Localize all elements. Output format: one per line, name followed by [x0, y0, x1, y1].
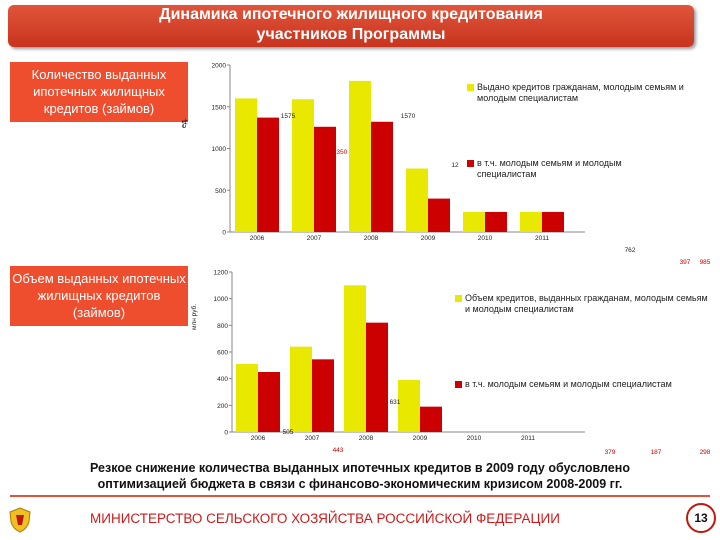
chart1-ylabel: ед. [181, 118, 188, 128]
chart1-legend-all: Выдано кредитов гражданам, молодым семья… [467, 82, 717, 104]
x-tick-label: 2009 [413, 435, 428, 442]
footer-divider [10, 495, 710, 497]
footer: МИНИСТЕРСТВО СЕЛЬСКОГО ХОЗЯЙСТВА РОССИЙС… [0, 493, 720, 540]
x-tick-label: 2008 [359, 435, 374, 442]
x-tick-label: 2010 [467, 435, 482, 442]
y-tick-label: 500 [215, 188, 226, 195]
chart2-ylabel: млн руб. [190, 304, 198, 330]
data-annotation: 12 [451, 162, 459, 169]
chart2-legend-young-text: в т.ч. молодым семьям и молодым специали… [465, 379, 672, 389]
bar-all-2009 [406, 168, 428, 232]
bar-all-2008 [349, 80, 371, 233]
bar-young-2008 [371, 121, 393, 232]
bar-all-2011 [520, 211, 542, 232]
bar-young-2007 [312, 359, 334, 432]
chart1-legend-all-text: Выдано кредитов гражданам, молодым семья… [477, 82, 684, 103]
y-tick-label: 400 [217, 376, 228, 383]
count-label-box: Количество выданных ипотечных жилищных к… [10, 62, 188, 122]
x-tick-label: 2006 [250, 235, 265, 242]
data-annotation: 443 [333, 447, 344, 454]
conclusion-line-1: Резкое снижение количества выданных ипот… [90, 461, 630, 475]
data-annotation: 379 [605, 449, 616, 456]
x-tick-label: 2007 [305, 435, 320, 442]
coat-of-arms-icon [9, 507, 31, 533]
data-annotation: 1350 [333, 149, 348, 156]
data-annotation: 397 [680, 259, 691, 266]
bar-all-2008 [344, 285, 366, 432]
legend-swatch-red [455, 381, 462, 388]
x-tick-label: 2011 [521, 435, 535, 442]
data-annotation: 1575 [281, 113, 296, 120]
bar-young-2006 [257, 117, 279, 232]
chart2-legend-young: в т.ч. молодым семьям и молодым специали… [455, 379, 710, 390]
bar-all-2009 [398, 380, 420, 432]
slide-title: Динамика ипотечного жилищного кредитован… [8, 5, 694, 47]
x-tick-label: 2008 [364, 235, 379, 242]
data-annotation: 298 [700, 449, 711, 456]
x-tick-label: 2009 [421, 235, 436, 242]
volume-label-box: Объем выданных ипотечных жилищных кредит… [10, 266, 188, 326]
bar-all-2007 [290, 346, 312, 432]
count-label: Количество выданных ипотечных жилищных к… [31, 67, 167, 116]
data-annotation: 762 [625, 247, 636, 254]
bar-young-2011 [542, 211, 564, 232]
data-annotation: 631 [390, 399, 401, 406]
bar-young-2010 [485, 211, 507, 232]
y-tick-label: 1500 [212, 104, 227, 111]
legend-swatch-yellow [455, 295, 462, 302]
y-tick-label: 2000 [212, 63, 227, 70]
ministry-name: МИНИСТЕРСТВО СЕЛЬСКОГО ХОЗЯЙСТВА РОССИЙС… [90, 511, 560, 526]
x-tick-label: 2007 [307, 235, 322, 242]
volume-label: Объем выданных ипотечных жилищных кредит… [12, 271, 186, 320]
y-tick-label: 1000 [214, 296, 229, 303]
y-tick-label: 200 [217, 403, 228, 410]
bar-all-2007 [292, 99, 314, 232]
bar-all-2006 [236, 364, 258, 432]
title-line-1: Динамика ипотечного жилищного кредитован… [159, 6, 543, 23]
x-tick-label: 2011 [535, 235, 549, 242]
bar-young-2006 [258, 372, 280, 432]
bar-young-2008 [366, 322, 388, 432]
bar-all-2006 [235, 98, 257, 233]
data-annotation: 985 [700, 259, 711, 266]
y-tick-label: 600 [217, 350, 228, 357]
legend-swatch-red [467, 160, 474, 167]
data-annotation: 187 [651, 449, 662, 456]
chart2-legend-all: Объем кредитов, выданных гражданам, моло… [455, 293, 710, 315]
x-tick-label: 2006 [251, 435, 266, 442]
title-line-2: участников Программы [256, 26, 446, 43]
y-tick-label: 0 [222, 230, 226, 237]
page-number: 13 [686, 503, 716, 533]
y-tick-label: 800 [217, 323, 228, 330]
bar-young-2009 [428, 198, 450, 232]
x-tick-label: 2010 [478, 235, 493, 242]
data-annotation: 505 [283, 429, 294, 436]
data-annotation: 1570 [401, 113, 416, 120]
bar-all-2010 [463, 211, 485, 232]
legend-swatch-yellow [467, 84, 474, 91]
y-tick-label: 1000 [212, 146, 227, 153]
conclusion-line-2: оптимизацией бюджета в связи с финансово… [97, 477, 623, 491]
bar-young-2009 [420, 406, 442, 432]
y-tick-label: 1200 [214, 270, 229, 277]
chart2-legend-all-text: Объем кредитов, выданных гражданам, моло… [465, 293, 708, 314]
chart1-legend-young: в т.ч. молодым семьям и молодым специали… [467, 158, 667, 180]
chart1-legend-young-text: в т.ч. молодым семьям и молодым специали… [477, 158, 622, 179]
y-tick-label: 0 [224, 430, 228, 437]
bar-young-2007 [314, 126, 336, 232]
conclusion-text: Резкое снижение количества выданных ипот… [20, 460, 700, 492]
